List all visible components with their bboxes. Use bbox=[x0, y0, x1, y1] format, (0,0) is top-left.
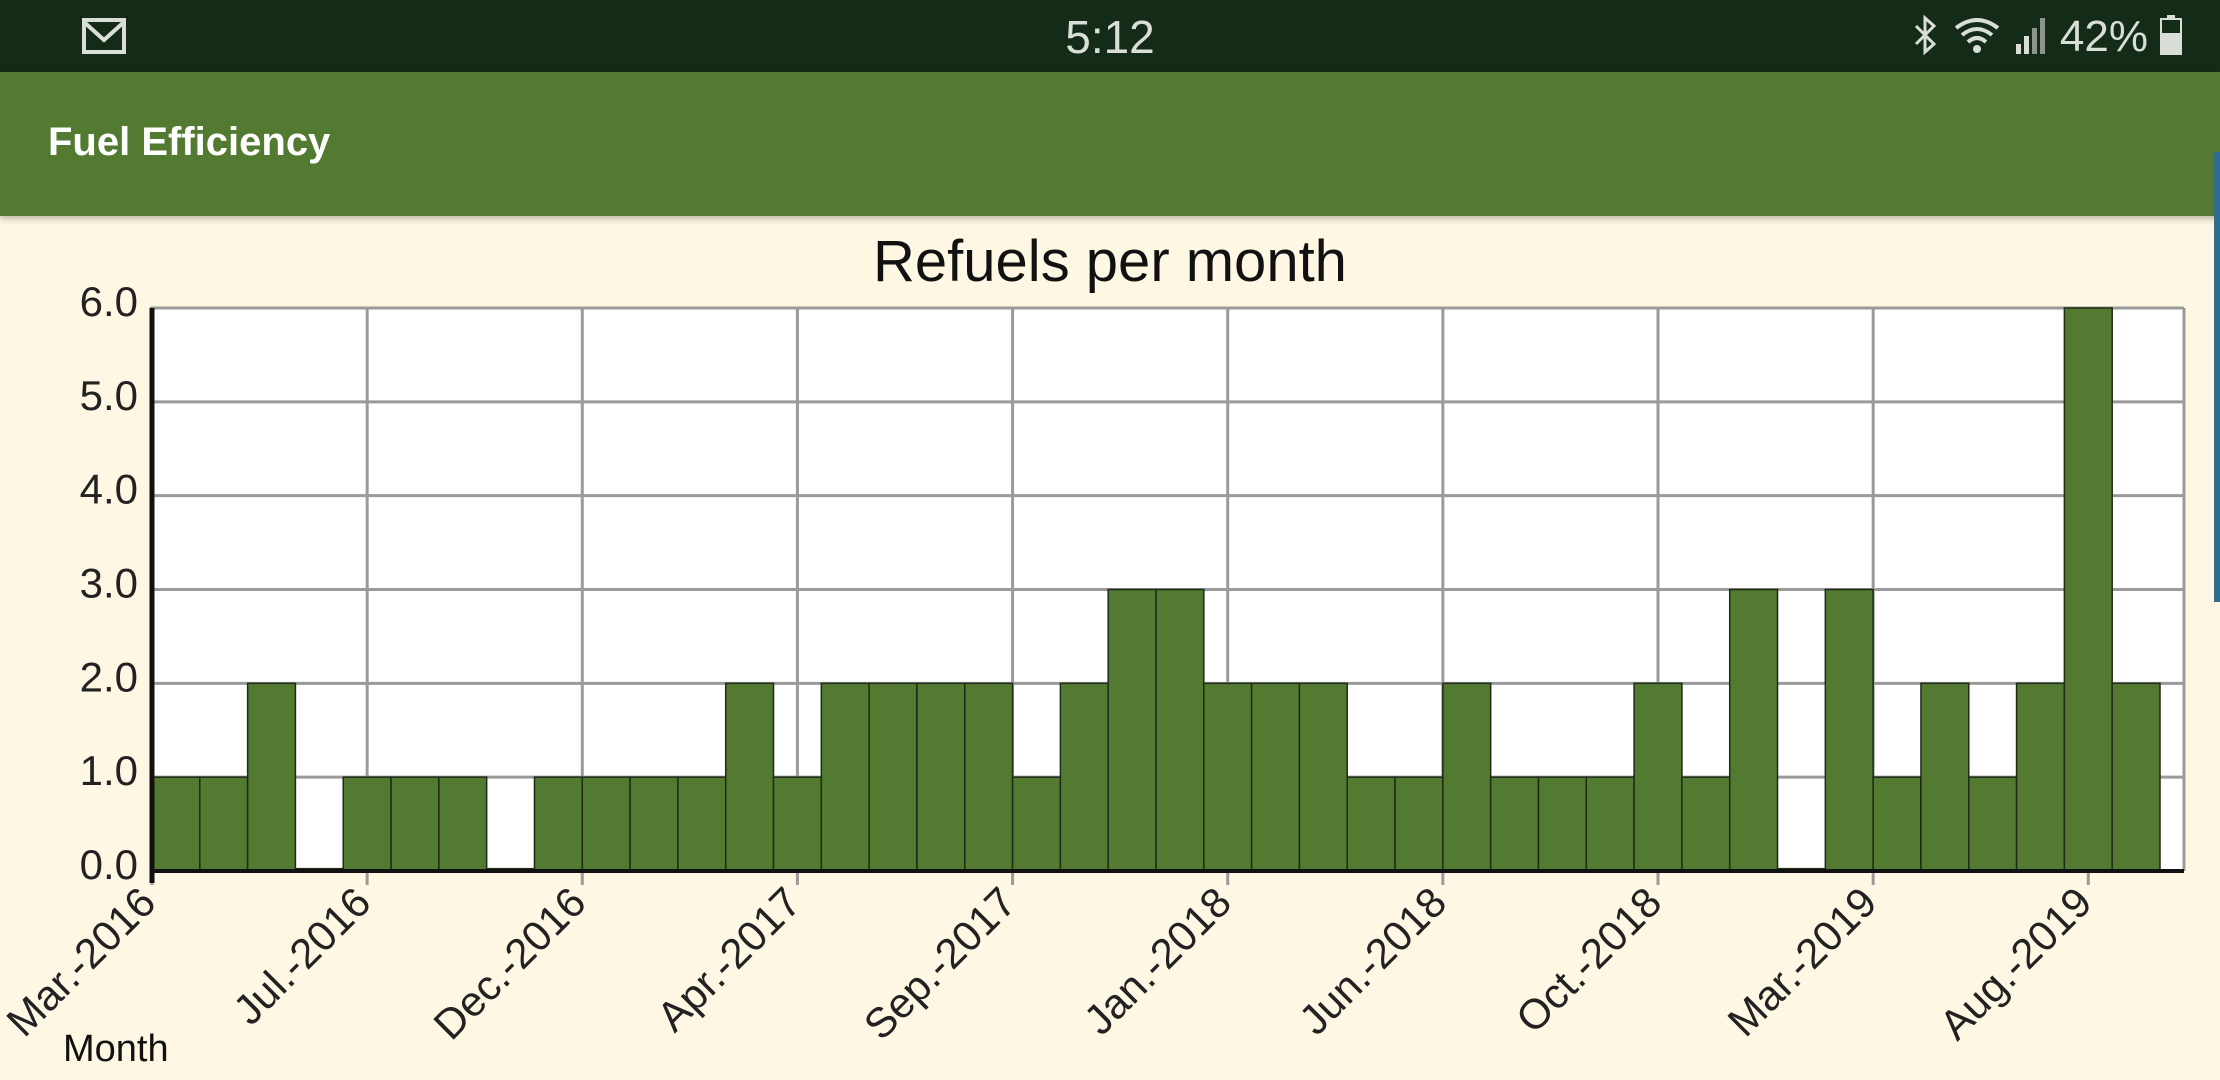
bar bbox=[1250, 682, 1301, 872]
x-tick-label: Jun.-2018 bbox=[1290, 878, 1455, 1043]
bar bbox=[1107, 588, 1157, 872]
y-tick-label: 2.0 bbox=[80, 653, 138, 700]
status-bar: 5:12 42% bbox=[0, 0, 2220, 72]
bar bbox=[1585, 776, 1635, 872]
bar bbox=[342, 776, 392, 872]
bar bbox=[1155, 588, 1205, 872]
x-tick-label: Mar.-2016 bbox=[0, 878, 164, 1045]
bar bbox=[2063, 307, 2113, 872]
status-time: 5:12 bbox=[1065, 11, 1155, 63]
bar bbox=[868, 682, 918, 872]
bar bbox=[1968, 776, 2018, 872]
bar bbox=[772, 776, 823, 872]
bar bbox=[1681, 776, 1731, 872]
x-tick-label: Jan.-2018 bbox=[1075, 878, 1240, 1043]
bar bbox=[1346, 776, 1396, 872]
x-tick-label: Aug.-2019 bbox=[1930, 878, 2100, 1048]
bar bbox=[1011, 776, 1062, 872]
x-tick-label: Apr.-2017 bbox=[648, 878, 810, 1040]
bar bbox=[677, 776, 727, 872]
gmail-icon bbox=[82, 18, 126, 59]
bar bbox=[1872, 776, 1922, 872]
y-tick-label: 1.0 bbox=[80, 747, 138, 794]
bar bbox=[2111, 682, 2161, 872]
bar bbox=[1824, 588, 1874, 872]
x-tick-label: Dec.-2016 bbox=[424, 878, 594, 1048]
wifi-icon bbox=[1952, 14, 2002, 61]
y-tick-label: 6.0 bbox=[80, 278, 138, 325]
bar bbox=[1442, 682, 1492, 872]
x-tick-label: Oct.-2018 bbox=[1507, 878, 1671, 1042]
bluetooth-icon bbox=[1910, 14, 1940, 61]
bar bbox=[1537, 776, 1588, 872]
bar bbox=[199, 776, 249, 872]
bar bbox=[1728, 588, 1779, 872]
bar bbox=[581, 776, 631, 872]
y-tick-label: 0.0 bbox=[80, 841, 138, 888]
scroll-indicator bbox=[2214, 152, 2220, 602]
bar bbox=[1059, 682, 1109, 872]
bar bbox=[629, 776, 679, 872]
bar bbox=[724, 682, 775, 872]
x-tick-label: Jul.-2016 bbox=[224, 878, 379, 1033]
bar bbox=[1203, 682, 1253, 872]
bar bbox=[533, 776, 584, 872]
bar bbox=[1633, 682, 1683, 872]
battery-icon bbox=[2160, 14, 2182, 60]
y-tick-label: 5.0 bbox=[80, 372, 138, 419]
x-tick-label: Mar.-2019 bbox=[1719, 878, 1886, 1045]
chart-title: Refuels per month bbox=[873, 229, 1347, 294]
bar bbox=[246, 682, 297, 872]
bar bbox=[438, 776, 488, 872]
bar bbox=[964, 682, 1014, 872]
bar bbox=[390, 776, 440, 872]
x-axis-label: Month bbox=[63, 1028, 169, 1070]
bar bbox=[1920, 682, 1970, 872]
battery-percent: 42% bbox=[2059, 12, 2148, 61]
bar bbox=[151, 776, 201, 872]
signal-icon bbox=[2014, 14, 2048, 61]
bar bbox=[2015, 682, 2066, 872]
bar bbox=[1394, 776, 1444, 872]
bar bbox=[1298, 682, 1348, 872]
y-tick-label: 4.0 bbox=[80, 466, 138, 513]
bar bbox=[916, 682, 966, 872]
app-bar: Fuel Efficiency bbox=[0, 72, 2220, 602]
app-title: Fuel Efficiency bbox=[48, 120, 331, 164]
refuels-bar-chart: 0.0 1.0 2.0 3.0 4.0 5.0 6.0 Mar.-2016 Jul.-2016 D… bbox=[0, 229, 2186, 1070]
bar bbox=[1489, 776, 1540, 872]
y-tick-label: 3.0 bbox=[80, 560, 138, 607]
bar bbox=[820, 682, 870, 872]
x-tick-label: Sep.-2017 bbox=[855, 878, 1025, 1048]
